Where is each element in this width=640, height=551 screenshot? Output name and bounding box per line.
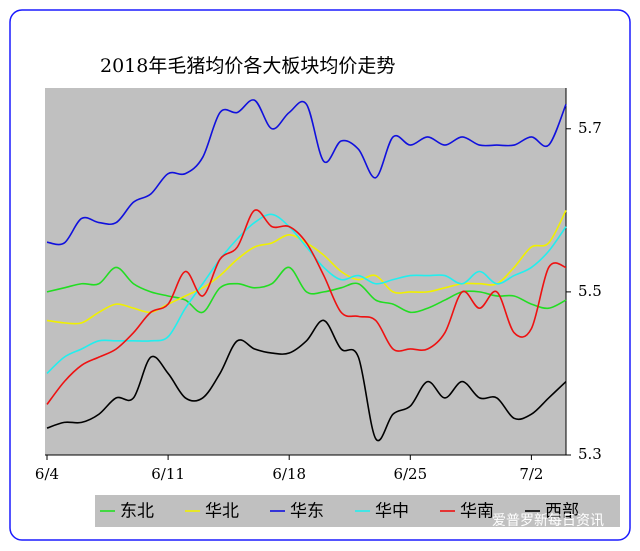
series-line <box>46 209 567 405</box>
x-tick-label: 7/2 <box>519 465 543 483</box>
y-tick-label: 5.3 <box>578 445 602 463</box>
x-tick-label: 6/18 <box>272 465 306 483</box>
series-line <box>46 319 567 442</box>
legend-label: 华东 <box>290 502 324 522</box>
series-line <box>46 213 567 375</box>
series-line <box>46 266 567 314</box>
legend-label: 东北 <box>120 502 154 522</box>
x-tick-label: 6/11 <box>151 465 185 483</box>
y-tick-label: 5.5 <box>578 282 602 300</box>
series-line <box>46 99 567 246</box>
legend-label: 华南 <box>460 502 494 522</box>
legend-label: 华北 <box>205 502 239 522</box>
watermark: 爱普罗新每日资讯 <box>492 513 604 529</box>
legend-label: 华中 <box>375 502 409 522</box>
x-tick-label: 6/4 <box>35 465 59 483</box>
x-tick-label: 6/25 <box>393 465 427 483</box>
chart-title: 2018年毛猪均价各大板块均价走势 <box>100 55 395 77</box>
legend-label: 西部 <box>545 502 579 522</box>
y-tick-label: 5.7 <box>578 119 602 137</box>
